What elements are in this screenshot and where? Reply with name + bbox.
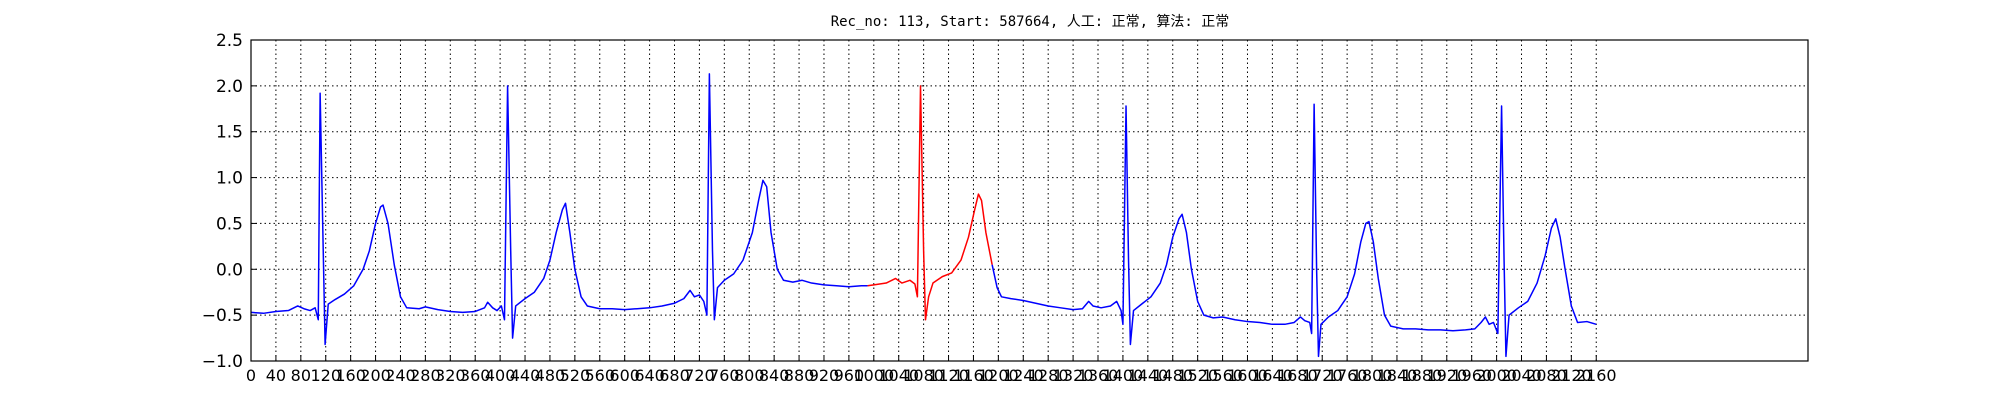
x-tick-label: 1760 [1327, 366, 1368, 385]
x-tick-label: 720 [684, 366, 715, 385]
x-tick-label: 360 [460, 366, 491, 385]
x-tick-label: 1960 [1451, 366, 1492, 385]
x-tick-label: 1080 [903, 366, 944, 385]
x-tick-label: 880 [784, 366, 815, 385]
x-tick-label: 2080 [1526, 366, 1567, 385]
x-tick-label: 2120 [1551, 366, 1592, 385]
y-tick-label: 1.0 [216, 169, 243, 189]
x-tick-label: 920 [809, 366, 840, 385]
ecg-line [250, 73, 1597, 358]
y-tick-label: 2.5 [216, 31, 243, 51]
x-tick-label: 680 [659, 366, 690, 385]
x-tick-label: 2000 [1476, 366, 1517, 385]
x-tick-label: 400 [485, 366, 516, 385]
x-tick-label: 480 [535, 366, 566, 385]
x-tick-label: 1720 [1302, 366, 1343, 385]
y-tick-label: 2.0 [216, 77, 243, 97]
x-tick-label: 160 [335, 366, 366, 385]
x-tick-label: 1520 [1177, 366, 1218, 385]
y-tick-label: 0.0 [216, 260, 243, 280]
x-tick-label: 440 [510, 366, 541, 385]
x-tick-label: 1360 [1078, 366, 1119, 385]
x-tick-label: 40 [266, 366, 286, 385]
x-tick-label: 600 [609, 366, 640, 385]
x-tick-label: 1600 [1227, 366, 1268, 385]
x-tick-label: 80 [291, 366, 311, 385]
y-tick-label: −1.0 [202, 352, 243, 372]
x-tick-label: 120 [310, 366, 341, 385]
y-tick-label: 1.5 [216, 123, 243, 143]
x-tick-label: 1200 [978, 366, 1019, 385]
x-tick-label: 320 [435, 366, 466, 385]
x-tick-label: 2040 [1501, 366, 1542, 385]
x-tick-label: 2160 [1576, 366, 1617, 385]
x-tick-label: 520 [560, 366, 591, 385]
x-tick-label: 1120 [928, 366, 969, 385]
x-tick-label: 1000 [853, 366, 894, 385]
x-tick-label: 560 [584, 366, 615, 385]
x-tick-label: 1480 [1152, 366, 1193, 385]
x-tick-label: 1040 [878, 366, 919, 385]
x-tick-label: 1920 [1426, 366, 1467, 385]
x-tick-label: 640 [634, 366, 665, 385]
x-tick-label: 960 [834, 366, 865, 385]
x-tick-label: 0 [246, 366, 256, 385]
x-tick-label: 1400 [1103, 366, 1144, 385]
x-tick-label: 760 [709, 366, 740, 385]
x-tick-label: 1880 [1402, 366, 1443, 385]
x-tick-label: 1840 [1377, 366, 1418, 385]
x-tick-label: 840 [759, 366, 790, 385]
ecg-line [867, 85, 993, 321]
x-tick-label: 1160 [953, 366, 994, 385]
chart-title: Rec_no: 113, Start: 587664, 人工: 正常, 算法: … [831, 14, 1230, 30]
x-tick-label: 800 [734, 366, 765, 385]
x-tick-label: 240 [385, 366, 416, 385]
x-tick-label: 1440 [1127, 366, 1168, 385]
x-tick-label: 1800 [1352, 366, 1393, 385]
x-tick-label: 1320 [1053, 366, 1094, 385]
y-tick-label: 0.5 [216, 214, 243, 234]
y-tick-label: −0.5 [202, 306, 243, 326]
x-tick-label: 280 [410, 366, 441, 385]
x-tick-label: 1560 [1202, 366, 1243, 385]
x-tick-label: 1280 [1028, 366, 1069, 385]
x-tick-label: 1240 [1003, 366, 1044, 385]
x-tick-label: 1640 [1252, 366, 1293, 385]
plot-frame [250, 39, 1809, 362]
x-tick-label: 200 [360, 366, 391, 385]
x-tick-label: 1680 [1277, 366, 1318, 385]
